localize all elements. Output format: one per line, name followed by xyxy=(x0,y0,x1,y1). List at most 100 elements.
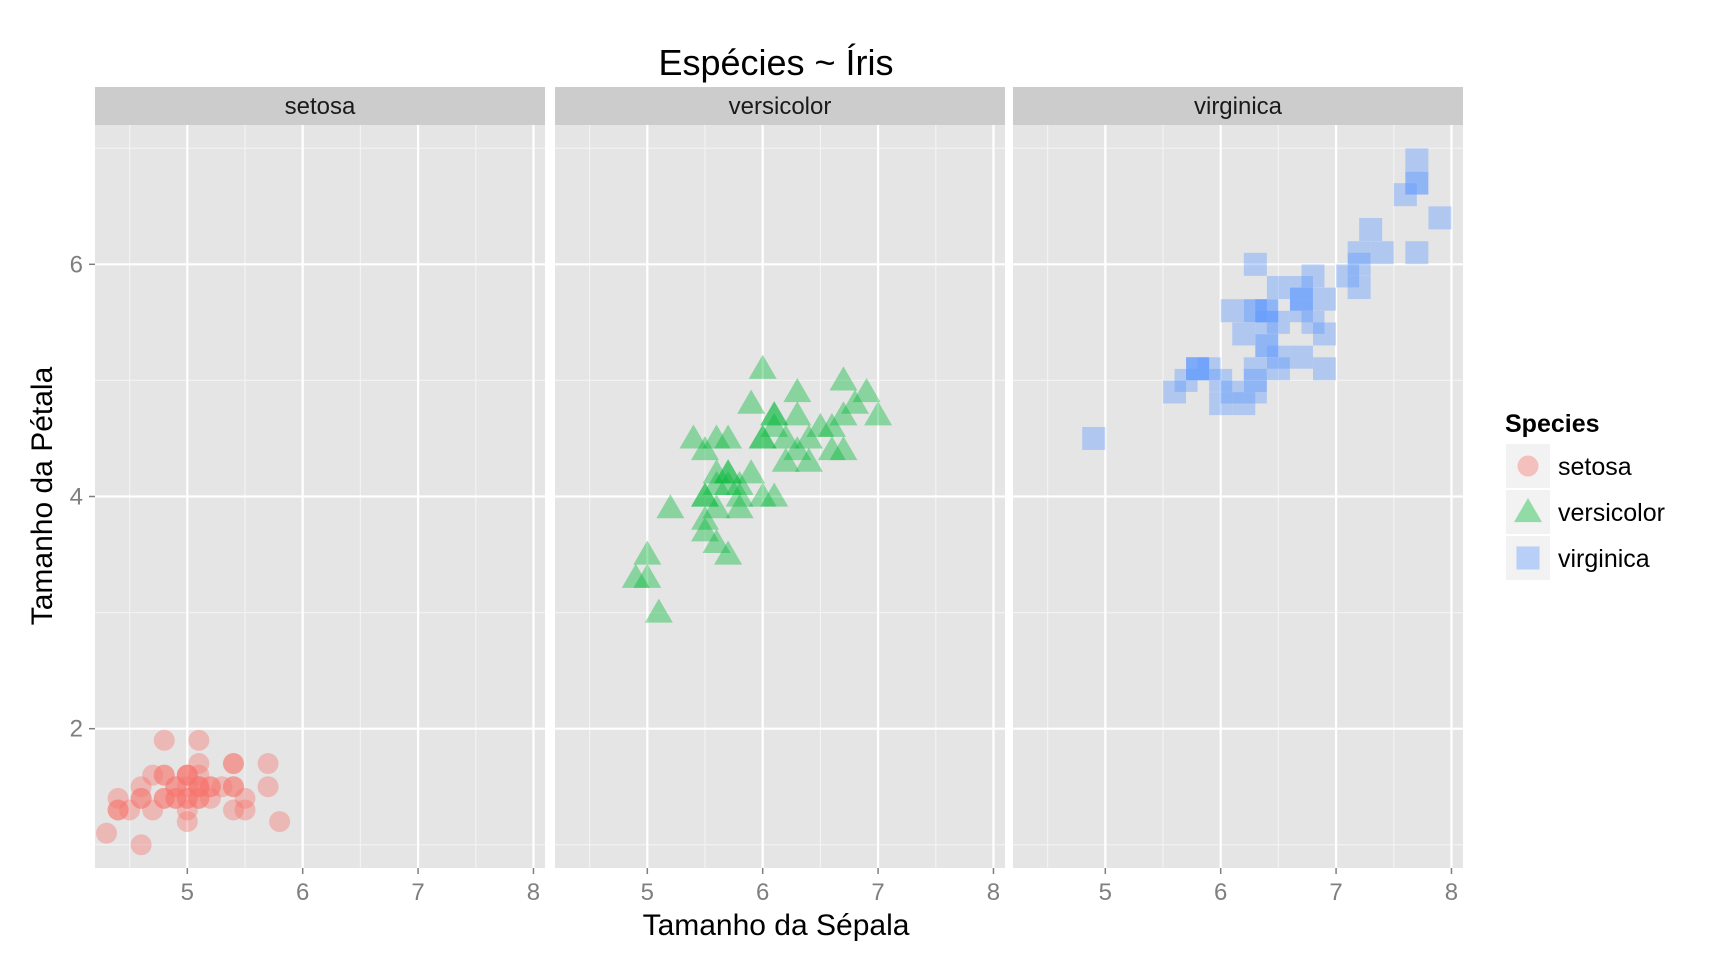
y-tick-label: 4 xyxy=(70,484,83,511)
data-point-virginica xyxy=(1405,148,1429,172)
data-point-versicolor xyxy=(748,424,777,449)
data-point-versicolor xyxy=(621,563,650,588)
data-point-virginica xyxy=(1347,241,1371,265)
data-point-setosa xyxy=(199,787,221,809)
data-point-versicolor xyxy=(852,378,881,403)
data-point-setosa xyxy=(269,811,291,833)
data-point-versicolor xyxy=(783,436,812,461)
data-point-setosa xyxy=(234,787,256,809)
data-point-versicolor xyxy=(771,424,800,449)
facet-strip-label: versicolor xyxy=(729,93,832,120)
data-point-setosa xyxy=(188,776,210,798)
facet-panels: setosa 5 6 7 8 2 4 6 versicolor 5 6 7 8 virginica 5 6 7 8 xyxy=(70,87,1463,906)
data-point-virginica xyxy=(1393,183,1417,207)
legend-label: virginica xyxy=(1558,545,1650,573)
data-point-versicolor xyxy=(714,459,743,484)
data-point-versicolor xyxy=(702,470,731,495)
data-point-virginica xyxy=(1405,171,1429,195)
data-point-setosa xyxy=(107,799,129,821)
x-tick-label: 8 xyxy=(527,879,540,906)
x-tick-label: 8 xyxy=(1445,879,1458,906)
data-point-virginica xyxy=(1220,380,1244,404)
data-point-virginica xyxy=(1266,310,1290,334)
data-point-versicolor xyxy=(633,540,662,565)
data-point-setosa xyxy=(211,776,233,798)
data-point-versicolor xyxy=(806,412,835,437)
x-tick-label: 7 xyxy=(1329,879,1342,906)
data-point-virginica xyxy=(1359,217,1383,241)
data-point-setosa xyxy=(257,753,279,775)
data-point-versicolor xyxy=(829,436,858,461)
data-point-setosa xyxy=(176,764,198,786)
data-point-virginica xyxy=(1266,276,1290,300)
data-point-virginica xyxy=(1255,334,1279,358)
data-point-virginica xyxy=(1243,380,1267,404)
data-point-versicolor xyxy=(691,517,719,542)
data-point-virginica xyxy=(1313,287,1337,311)
data-point-virginica xyxy=(1220,299,1244,323)
data-point-versicolor xyxy=(829,401,858,426)
data-point-setosa xyxy=(130,834,152,856)
data-point-versicolor xyxy=(656,494,685,519)
data-point-virginica xyxy=(1174,368,1198,392)
data-point-setosa xyxy=(119,799,141,821)
data-point-setosa xyxy=(130,776,152,798)
data-point-virginica xyxy=(1313,357,1337,381)
y-tick-label: 2 xyxy=(70,716,83,743)
data-point-virginica xyxy=(1209,368,1233,392)
facet-panel-versicolor: versicolor 5 6 7 8 xyxy=(555,87,1005,906)
legend-symbol-triangle xyxy=(1514,498,1542,523)
legend-item-setosa: setosa xyxy=(1506,444,1632,488)
data-point-setosa xyxy=(222,776,244,798)
data-point-setosa xyxy=(176,764,198,786)
data-point-setosa xyxy=(199,776,221,798)
data-point-versicolor xyxy=(702,494,731,519)
data-point-virginica xyxy=(1255,334,1279,358)
data-point-virginica xyxy=(1301,310,1325,334)
data-point-setosa xyxy=(257,776,279,798)
facet-strip-label: setosa xyxy=(285,93,356,120)
data-point-setosa xyxy=(130,787,152,809)
data-point-versicolor xyxy=(725,482,754,507)
data-point-setosa xyxy=(188,776,210,798)
data-point-virginica xyxy=(1347,276,1371,300)
data-point-setosa xyxy=(165,787,187,809)
data-point-virginica xyxy=(1232,322,1256,346)
data-point-virginica xyxy=(1186,357,1210,381)
data-point-setosa xyxy=(176,787,198,809)
data-point-setosa xyxy=(176,799,198,821)
x-tick-label: 7 xyxy=(411,879,424,906)
y-tick-label: 6 xyxy=(70,251,83,278)
y-axis-title: Tamanho da Pétala xyxy=(26,366,59,625)
data-point-setosa xyxy=(188,753,210,775)
data-point-setosa xyxy=(107,787,129,809)
series-virginica xyxy=(1082,148,1452,450)
legend: Species setosa versicolor virginica xyxy=(1505,410,1665,580)
data-point-setosa xyxy=(176,787,198,809)
data-point-virginica xyxy=(1163,380,1187,404)
data-point-versicolor xyxy=(829,366,858,391)
data-point-virginica xyxy=(1289,299,1313,323)
data-point-setosa xyxy=(176,764,198,786)
data-point-setosa xyxy=(165,787,187,809)
data-point-versicolor xyxy=(691,482,719,507)
data-point-setosa xyxy=(188,764,210,786)
data-point-virginica xyxy=(1197,357,1221,381)
data-point-virginica xyxy=(1266,357,1290,381)
data-point-virginica xyxy=(1255,299,1279,323)
data-point-virginica xyxy=(1209,392,1233,416)
data-point-virginica xyxy=(1370,241,1394,265)
data-point-versicolor xyxy=(794,447,823,472)
data-point-versicolor xyxy=(702,424,731,449)
data-point-setosa xyxy=(176,776,198,798)
data-point-setosa xyxy=(199,776,221,798)
series-versicolor xyxy=(621,354,893,623)
data-point-versicolor xyxy=(714,470,743,495)
x-tick-label: 5 xyxy=(1099,879,1112,906)
chart-title: Espécies ~ Íris xyxy=(658,42,893,83)
data-point-versicolor xyxy=(760,482,789,507)
x-axis-title: Tamanho da Sépala xyxy=(643,909,910,942)
legend-item-virginica: virginica xyxy=(1506,536,1650,580)
data-point-versicolor xyxy=(794,424,823,449)
data-point-virginica xyxy=(1289,287,1313,311)
